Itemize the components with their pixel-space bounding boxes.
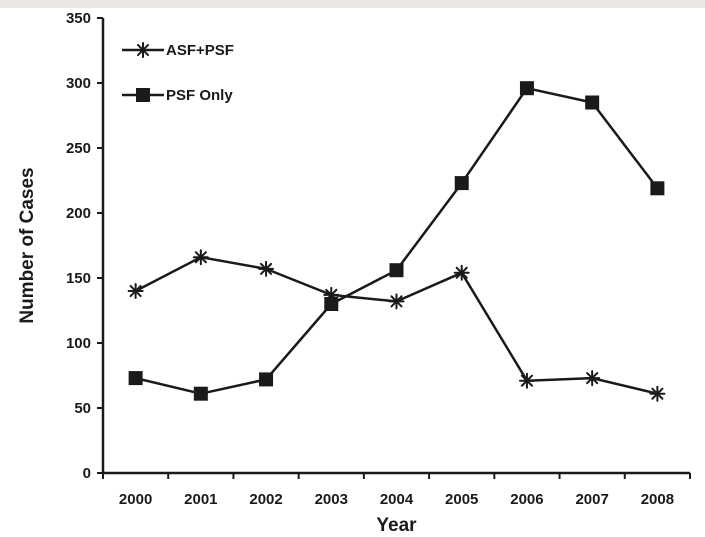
y-tick-label: 100 [66,335,91,352]
data-point-psf-only [519,81,534,96]
legend-marker [135,42,151,58]
x-tick-label: 2007 [575,491,608,508]
legend-marker [136,88,150,102]
legend-entry-asf-psf: ASF+PSF [122,42,234,59]
series-lines [135,86,659,395]
y-tick-label: 300 [66,75,91,92]
series-markers [127,81,666,402]
y-tick-label: 0 [83,465,91,482]
x-tick-label: 2002 [249,491,282,508]
asterisk-stroke [390,295,403,308]
x-tick-label: 2006 [510,491,543,508]
data-point-psf-only [585,95,600,110]
x-axis-title: Year [376,515,417,536]
data-point-asf-psf [649,385,666,402]
data-point-asf-psf [584,370,601,387]
data-point-psf-only [259,372,274,387]
y-tick-label: 350 [66,10,91,27]
legend-entry-psf-only: PSF Only [122,87,233,104]
y-tick-label: 250 [66,140,91,157]
x-tick-label: 2005 [445,491,478,508]
legend-label: PSF Only [166,87,233,104]
legend-label: ASF+PSF [166,42,234,59]
y-tick-label: 150 [66,270,91,287]
x-tick-label: 2003 [315,491,348,508]
y-tick-label: 50 [74,400,91,417]
y-tick-label: 200 [66,205,91,222]
data-point-psf-only [650,181,665,196]
data-point-psf-only [389,263,404,278]
data-point-asf-psf [192,249,209,266]
x-tick-label: 2004 [380,491,414,508]
data-point-psf-only [454,176,469,191]
y-axis-title: Number of Cases [17,167,38,323]
asterisk-stroke [260,262,273,275]
asterisk-stroke [455,266,468,279]
data-point-asf-psf [453,264,470,281]
data-point-asf-psf [258,260,275,277]
data-point-psf-only [324,297,339,311]
asterisk-stroke [651,387,664,400]
asterisk-stroke [129,284,142,298]
x-tick-label: 2008 [641,491,674,508]
x-tick-label: 2001 [184,491,217,508]
data-point-asf-psf [388,293,405,310]
tick-marks: 0 50 100 150 200 250 300 350 2000 2001 2002 2003 200… [66,10,691,508]
series-line-psf-only [135,86,659,395]
data-point-psf-only [193,386,208,401]
axes [101,18,690,475]
asterisk-stroke [136,43,150,57]
series-line-asf-psf [135,255,658,395]
data-point-asf-psf [518,372,535,389]
asterisk-stroke [194,251,207,264]
data-point-psf-only [128,371,143,386]
legend: ASF+PSF PSF Only [122,42,234,104]
asterisk-stroke [586,372,599,385]
data-point-asf-psf [127,283,144,299]
x-tick-label: 2000 [119,491,152,508]
asterisk-stroke [520,374,533,387]
